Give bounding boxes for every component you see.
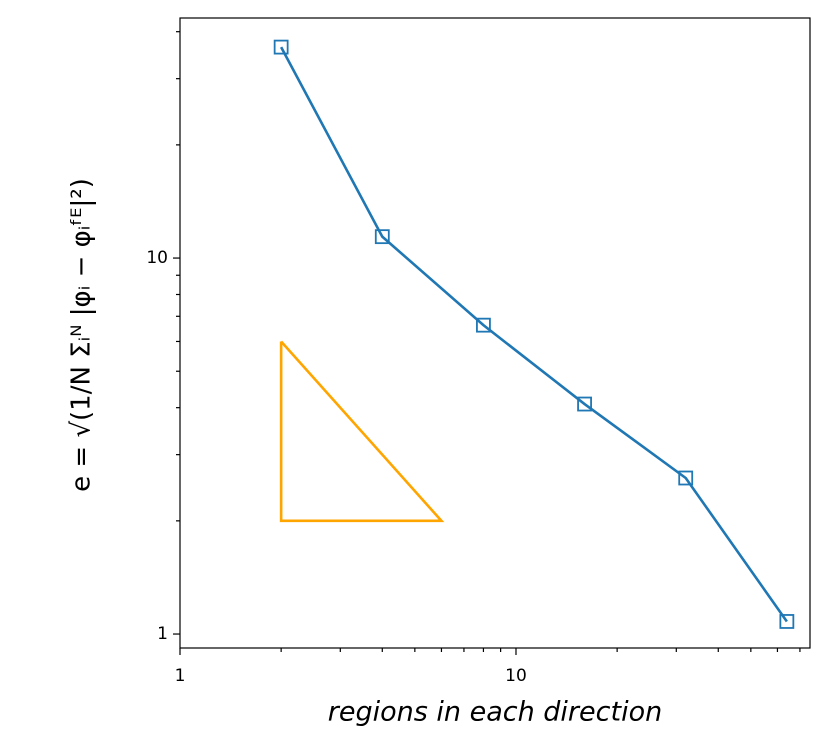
data-point bbox=[779, 614, 795, 629]
data-point bbox=[273, 39, 289, 55]
data-point bbox=[374, 229, 390, 245]
y-tick-label: 10 bbox=[146, 248, 168, 268]
data-point bbox=[678, 470, 694, 486]
y-tick-label: 1 bbox=[157, 624, 168, 644]
data-point bbox=[577, 396, 592, 412]
x-tick-label: 1 bbox=[175, 666, 186, 686]
data-point bbox=[476, 317, 491, 333]
plot-frame bbox=[179, 17, 811, 649]
y-axis-label: e = √(1/N Σᵢᴺ |φᵢ − φᵢᶠᴱ|²) bbox=[67, 178, 97, 492]
series-line bbox=[279, 340, 445, 523]
series-line bbox=[279, 46, 788, 623]
x-axis-label: regions in each direction bbox=[328, 697, 662, 728]
x-tick-label: 10 bbox=[505, 666, 527, 686]
